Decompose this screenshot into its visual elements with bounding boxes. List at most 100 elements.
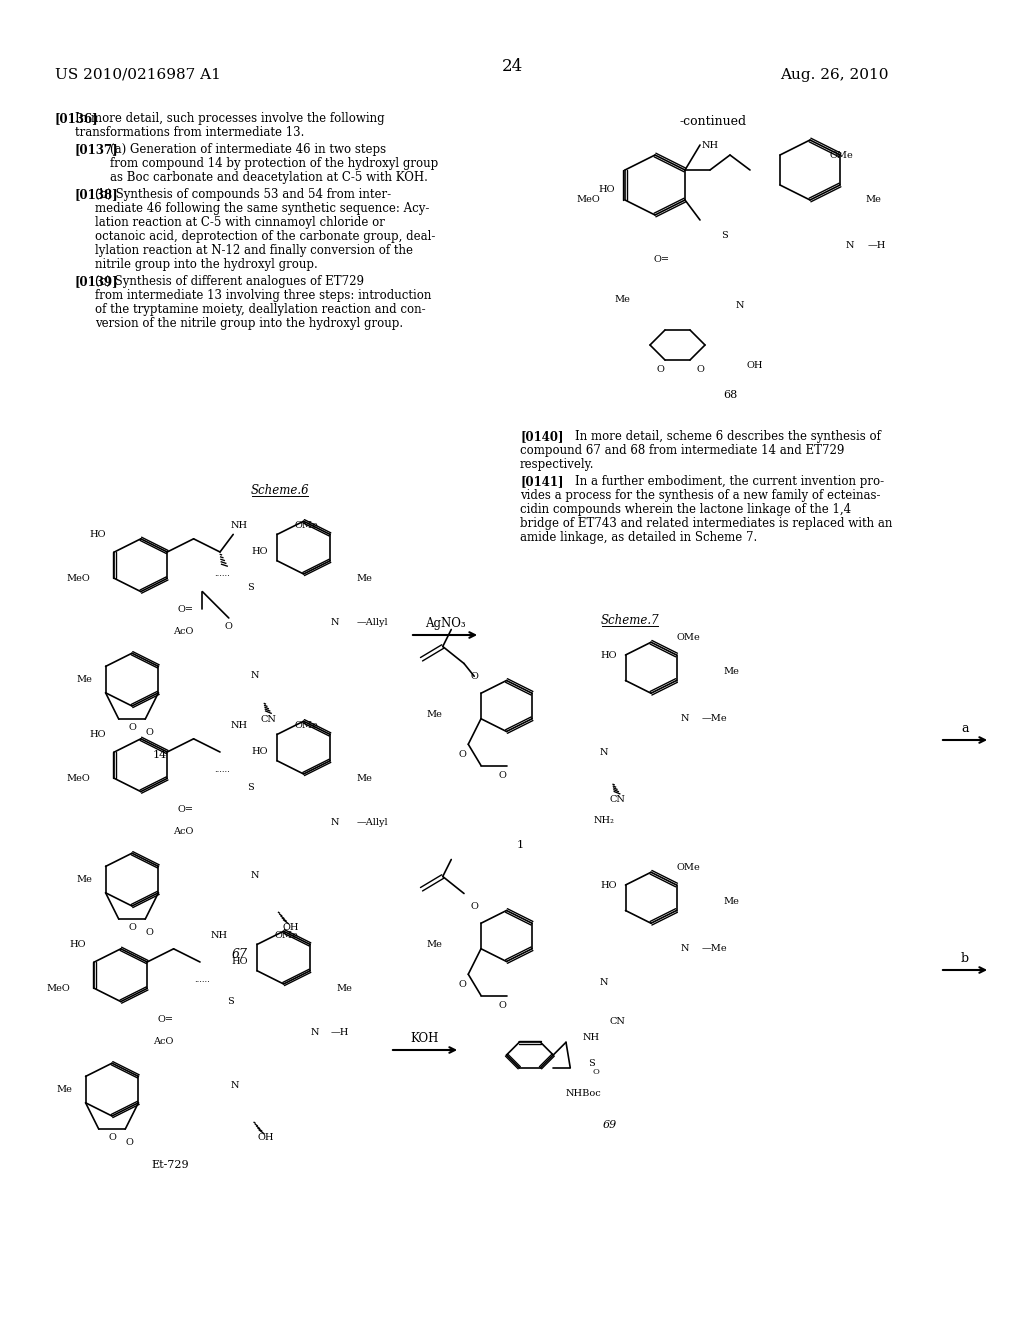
Text: OMe: OMe — [677, 634, 700, 643]
Text: 24: 24 — [502, 58, 522, 75]
Text: transformations from intermediate 13.: transformations from intermediate 13. — [75, 125, 304, 139]
Text: Scheme.7: Scheme.7 — [601, 614, 659, 627]
Text: Me: Me — [56, 1085, 73, 1094]
Text: 69: 69 — [603, 1119, 617, 1130]
Text: from intermediate 13 involving three steps: introduction: from intermediate 13 involving three ste… — [95, 289, 431, 302]
Text: HO: HO — [252, 548, 268, 557]
Text: N: N — [330, 818, 339, 826]
Text: NH: NH — [701, 140, 719, 149]
Text: N: N — [231, 1081, 240, 1090]
Text: In more detail, scheme 6 describes the synthesis of: In more detail, scheme 6 describes the s… — [575, 430, 881, 444]
Text: NH: NH — [230, 721, 248, 730]
Text: N: N — [600, 748, 608, 758]
Text: ......: ...... — [194, 975, 210, 983]
Text: KOH: KOH — [411, 1031, 439, 1044]
Text: S: S — [588, 1059, 595, 1068]
Text: S: S — [227, 997, 234, 1006]
Text: Et-729: Et-729 — [152, 1160, 188, 1170]
Text: ......: ...... — [214, 766, 229, 774]
Text: b: b — [961, 952, 969, 965]
Text: (c) Synthesis of different analogues of ET729: (c) Synthesis of different analogues of … — [95, 275, 364, 288]
Text: S: S — [248, 582, 254, 591]
Text: —Allyl: —Allyl — [356, 618, 388, 627]
Text: —H: —H — [868, 240, 887, 249]
Text: NH: NH — [211, 931, 227, 940]
Text: OMe: OMe — [677, 863, 700, 873]
Text: N: N — [600, 978, 608, 987]
Text: Me: Me — [427, 710, 442, 719]
Text: lylation reaction at N-12 and finally conversion of the: lylation reaction at N-12 and finally co… — [95, 244, 413, 257]
Text: O: O — [126, 1138, 133, 1147]
Text: [0139]: [0139] — [75, 275, 119, 288]
Text: HO: HO — [600, 651, 617, 660]
Text: from compound 14 by protection of the hydroxyl group: from compound 14 by protection of the hy… — [110, 157, 438, 170]
Text: In a further embodiment, the current invention pro-: In a further embodiment, the current inv… — [575, 475, 884, 488]
Text: 68: 68 — [723, 389, 737, 400]
Text: [0137]: [0137] — [75, 143, 119, 156]
Text: O: O — [145, 928, 154, 937]
Text: mediate 46 following the same synthetic sequence: Acy-: mediate 46 following the same synthetic … — [95, 202, 429, 215]
Text: HO: HO — [89, 730, 105, 739]
Text: Me: Me — [356, 774, 373, 783]
Text: HO: HO — [600, 880, 617, 890]
Text: O: O — [225, 622, 232, 631]
Text: O: O — [459, 979, 467, 989]
Text: 14: 14 — [153, 750, 167, 760]
Text: respectively.: respectively. — [520, 458, 595, 471]
Text: O: O — [696, 366, 703, 375]
Text: compound 67 and 68 from intermediate 14 and ET729: compound 67 and 68 from intermediate 14 … — [520, 444, 845, 457]
Text: OMe: OMe — [295, 521, 318, 531]
Text: N: N — [846, 240, 854, 249]
Text: [0140]: [0140] — [520, 430, 563, 444]
Text: O=: O= — [177, 605, 194, 614]
Text: O=: O= — [654, 256, 670, 264]
Text: HO: HO — [89, 529, 105, 539]
Text: —H: —H — [330, 1028, 348, 1038]
Text: —Me: —Me — [702, 714, 728, 723]
Text: vides a process for the synthesis of a new family of ecteinas-: vides a process for the synthesis of a n… — [520, 488, 881, 502]
Text: O: O — [145, 727, 154, 737]
Text: N: N — [251, 871, 259, 879]
Text: NH: NH — [583, 1034, 600, 1043]
Text: S: S — [722, 231, 728, 239]
Text: a: a — [962, 722, 969, 734]
Text: O: O — [459, 750, 467, 759]
Text: MeO: MeO — [577, 195, 600, 205]
Text: AgNO₃: AgNO₃ — [425, 616, 465, 630]
Text: bridge of ET743 and related intermediates is replaced with an: bridge of ET743 and related intermediate… — [520, 517, 892, 531]
Text: nitrile group into the hydroxyl group.: nitrile group into the hydroxyl group. — [95, 257, 317, 271]
Text: S: S — [248, 783, 254, 792]
Text: OMe: OMe — [274, 931, 299, 940]
Text: AcO: AcO — [173, 826, 194, 836]
Text: (a) Generation of intermediate 46 in two steps: (a) Generation of intermediate 46 in two… — [110, 143, 386, 156]
Text: N: N — [310, 1028, 318, 1038]
Text: Me: Me — [77, 675, 92, 684]
Text: O: O — [128, 924, 136, 932]
Text: MeO: MeO — [46, 983, 70, 993]
Text: O: O — [109, 1134, 116, 1143]
Text: ......: ...... — [214, 570, 229, 578]
Text: O: O — [499, 1001, 506, 1010]
Text: —Me: —Me — [702, 944, 728, 953]
Text: HO: HO — [598, 186, 615, 194]
Text: of the tryptamine moiety, deallylation reaction and con-: of the tryptamine moiety, deallylation r… — [95, 304, 426, 315]
Text: CN: CN — [609, 1016, 625, 1026]
Text: MeO: MeO — [66, 574, 90, 583]
Text: version of the nitrile group into the hydroxyl group.: version of the nitrile group into the hy… — [95, 317, 403, 330]
Text: O=: O= — [177, 805, 194, 813]
Text: N: N — [736, 301, 744, 309]
Text: Me: Me — [356, 574, 373, 583]
Text: N: N — [681, 944, 689, 953]
Text: NHBoc: NHBoc — [565, 1089, 601, 1098]
Text: —Allyl: —Allyl — [356, 818, 388, 826]
Text: O: O — [128, 723, 136, 733]
Text: O=: O= — [158, 1015, 174, 1024]
Text: Me: Me — [427, 940, 442, 949]
Text: O: O — [499, 771, 506, 780]
Text: OH: OH — [258, 1134, 274, 1143]
Text: cidin compounds wherein the lactone linkage of the 1,4: cidin compounds wherein the lactone link… — [520, 503, 851, 516]
Text: N: N — [681, 714, 689, 723]
Text: N: N — [330, 618, 339, 627]
Text: AcO: AcO — [173, 627, 194, 636]
Text: [0136]: [0136] — [55, 112, 98, 125]
